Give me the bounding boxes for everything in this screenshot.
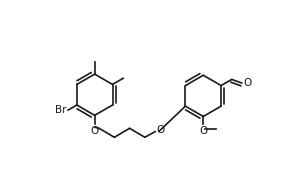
Text: O: O — [91, 126, 99, 136]
Text: O: O — [199, 126, 207, 136]
Text: O: O — [156, 125, 165, 135]
Text: Br: Br — [55, 105, 67, 115]
Text: O: O — [243, 78, 251, 88]
